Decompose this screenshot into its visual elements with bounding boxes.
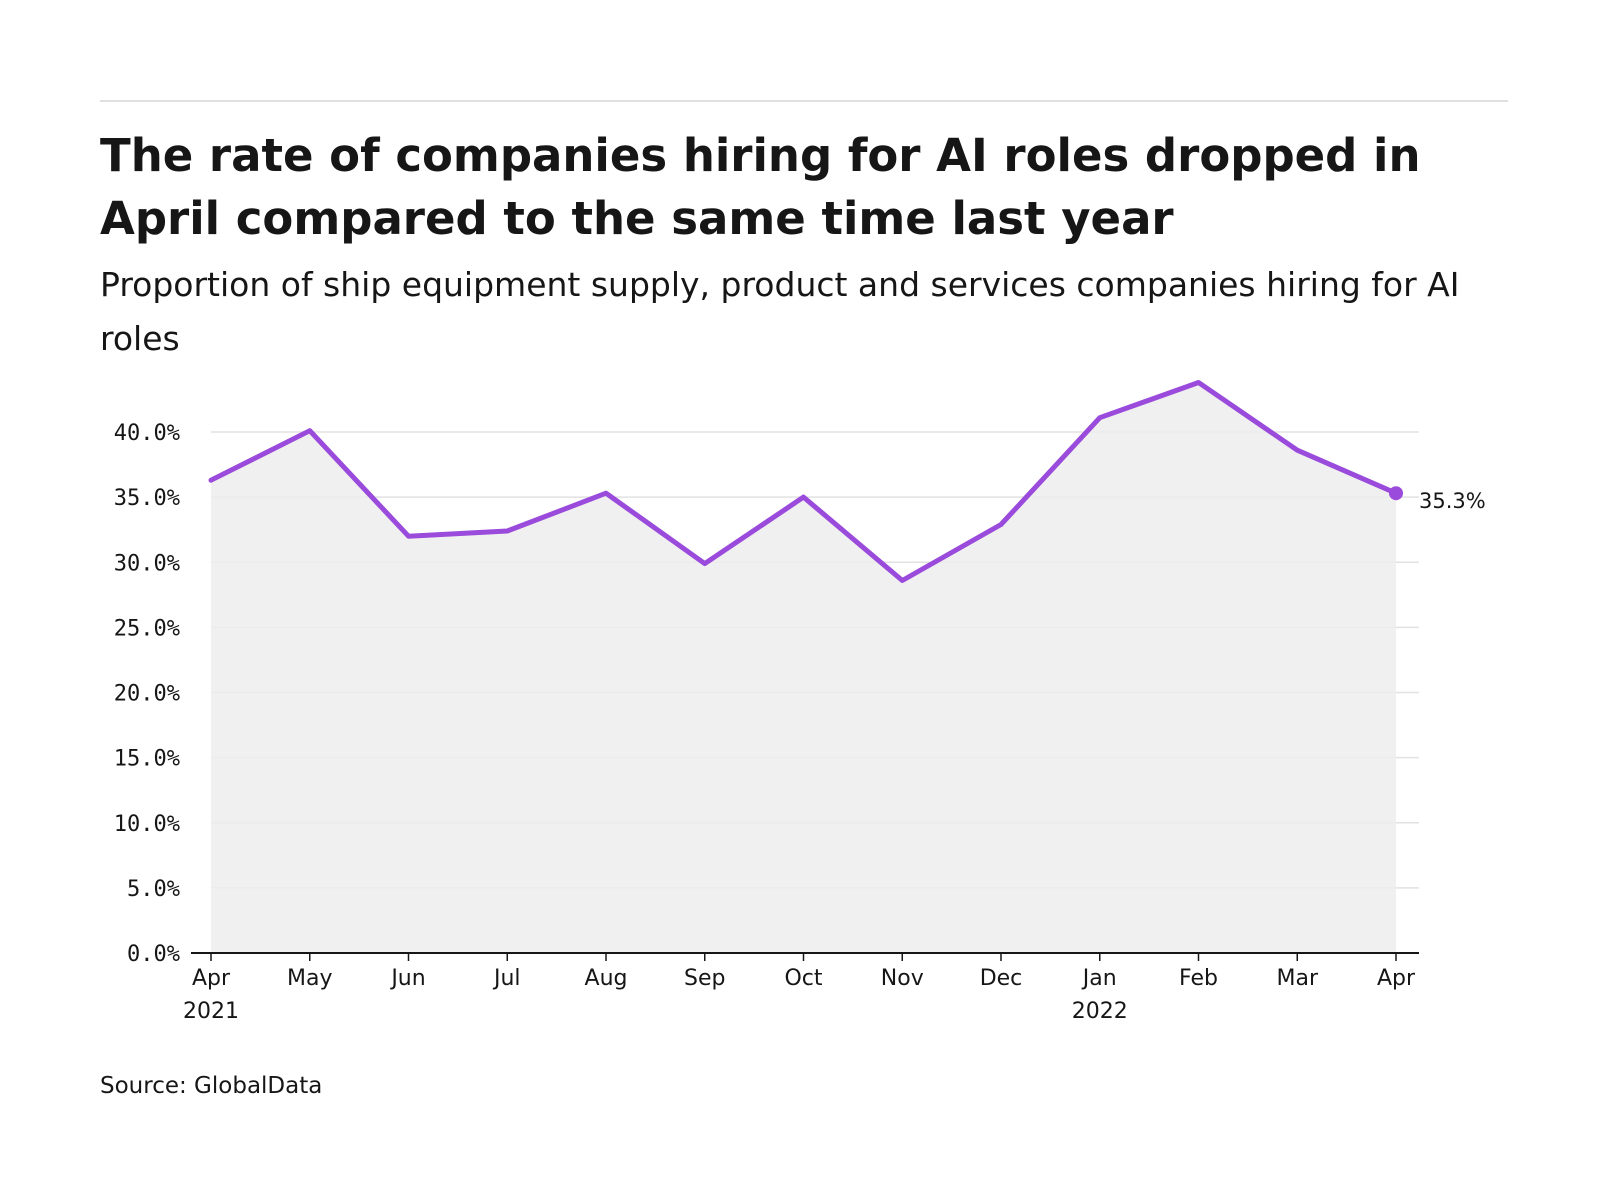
x-tick-label: Mar <box>1276 966 1318 991</box>
end-value-label: 35.3% <box>1419 489 1486 513</box>
y-tick-label: 25.0% <box>114 616 180 641</box>
source-note: Source: GlobalData <box>100 1073 323 1099</box>
x-tick-label: Jun <box>389 966 425 991</box>
y-tick-label: 30.0% <box>114 551 180 576</box>
series-line <box>208 380 1399 583</box>
chart-title: The rate of companies hiring for AI role… <box>100 129 1421 245</box>
x-tick-label: Aug <box>585 966 628 991</box>
y-tick-label: 0.0% <box>127 942 180 967</box>
y-tick-label: 15.0% <box>114 747 180 772</box>
y-tick-label: 20.0% <box>114 682 180 707</box>
end-point <box>1389 486 1403 501</box>
x-tick-label: Sep <box>684 966 725 991</box>
x-tick-label: Dec <box>980 966 1023 991</box>
x-axis-ticks <box>210 953 1397 961</box>
top-rule <box>100 100 1508 102</box>
y-tick-label: 10.0% <box>114 812 180 837</box>
chart-subtitle: Proportion of ship equipment supply, pro… <box>100 265 1460 358</box>
x-tick-label: May <box>287 966 332 991</box>
x-tick-year-label: 2022 <box>1072 999 1128 1024</box>
x-tick-label: Nov <box>881 966 924 991</box>
x-tick-label: Feb <box>1179 966 1218 991</box>
y-tick-label: 35.0% <box>114 486 180 511</box>
area-fill <box>211 382 1396 953</box>
x-tick-label: Jul <box>492 966 521 991</box>
y-axis-labels: 0.0% 5.0% 10.0% 15.0% 20.0% 25.0% 30.0% 35.0% 40… <box>114 421 180 967</box>
y-tick-label: 40.0% <box>114 421 180 446</box>
grid-lines-overlay <box>211 431 1419 889</box>
x-tick-label: Apr <box>1377 966 1416 991</box>
x-tick-label: Oct <box>784 966 822 991</box>
y-tick-label: 5.0% <box>127 877 180 902</box>
x-tick-year-label: 2021 <box>183 999 239 1024</box>
x-axis-labels: Apr 2021 May Jun Jul Aug Sep Oct Nov Dec Jan 2022 Fe… <box>183 966 1416 1024</box>
x-tick-label: Apr <box>192 966 231 991</box>
x-tick-label: Jan <box>1081 966 1117 991</box>
